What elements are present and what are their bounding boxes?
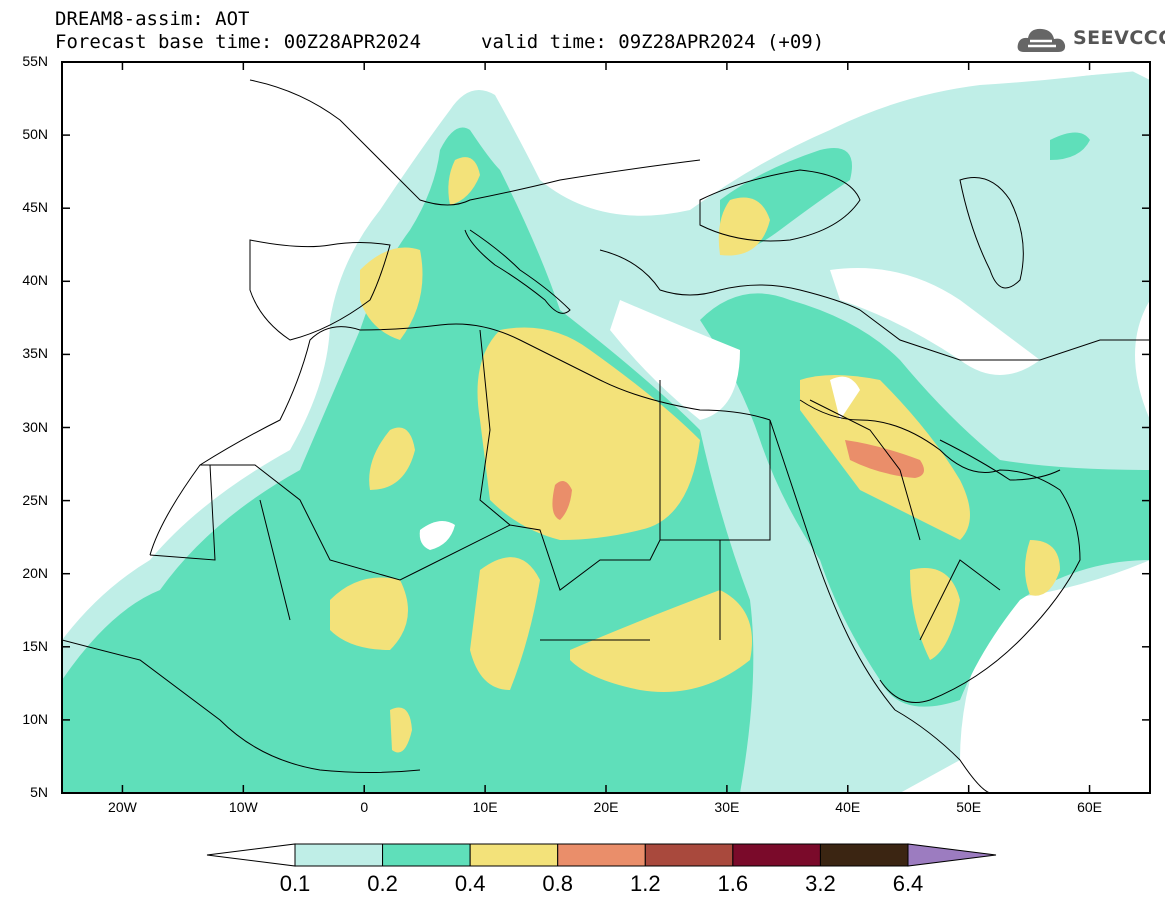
colorbar-label: 3.2 — [805, 871, 836, 896]
coastline-arabia — [799, 399, 1081, 703]
border-lines — [540, 380, 721, 641]
aot-clear-area — [419, 521, 455, 550]
colorbar-label: 1.6 — [717, 871, 749, 896]
chart-title: DREAM8-assim: AOT — [55, 8, 250, 30]
longitude-label: 10E — [472, 799, 498, 815]
forecast-base-time: Forecast base time: 00Z28APR2024 — [55, 31, 422, 53]
latitude-label: 30N — [22, 418, 48, 435]
colorbar-label: 1.2 — [629, 871, 661, 896]
colorbar-box — [557, 843, 646, 867]
latitude-label: 15N — [22, 637, 48, 654]
logo-text: SEEVCCC — [1073, 27, 1165, 49]
border-lines — [809, 399, 1001, 641]
colorbar-box — [294, 843, 384, 867]
aot-band-0.8 — [845, 440, 924, 478]
aot-band-0.4 — [910, 568, 960, 660]
coastline-west-africa-south — [62, 639, 421, 773]
aot-band-0.4 — [369, 427, 415, 490]
longitude-label: 20W — [108, 799, 137, 815]
colorbar-under-triangle — [206, 843, 296, 867]
longitude-label: 60E — [1077, 799, 1102, 815]
colorbar-box — [644, 843, 734, 867]
colorbar-label: 0.4 — [454, 871, 486, 896]
aot-band-0.4 — [360, 247, 423, 340]
valid-time: valid time: 09Z28APR2024 (+09) — [481, 31, 825, 53]
coastline-persian-gulf — [939, 439, 1061, 481]
colorbar-box — [732, 843, 821, 867]
coastline-greece-turkey — [599, 249, 861, 311]
coastline-italy — [464, 229, 571, 314]
aot-band-0.8 — [552, 481, 572, 520]
colorbar-label: 0.1 — [279, 871, 311, 896]
border-lines — [200, 420, 771, 591]
aot-band-0.4 — [390, 707, 412, 753]
aot-clear-area — [610, 300, 740, 420]
colorbar-over-triangle — [907, 843, 997, 867]
axis-ticks — [62, 61, 1150, 794]
aot-band-0.4 — [477, 327, 700, 540]
coastline-red-sea — [769, 419, 896, 711]
coastline-europe-north — [249, 79, 701, 206]
aot-band-0.4 — [570, 590, 752, 692]
latitude-label: 40N — [22, 272, 48, 289]
latitude-label: 10N — [22, 710, 48, 727]
aot-clear-area — [830, 376, 860, 420]
aot-fields — [62, 62, 1150, 793]
colorbar-box — [469, 843, 559, 867]
latitude-label: 20N — [22, 564, 48, 581]
longitude-label: 20E — [593, 799, 619, 815]
longitude-label: 0 — [360, 799, 369, 815]
border-lines — [859, 309, 1150, 361]
longitude-label: 10W — [228, 799, 258, 815]
longitude-label: 50E — [956, 799, 982, 815]
colorbar-box — [819, 843, 909, 867]
colorbar-label: 0.8 — [542, 871, 573, 896]
aot-clear-area — [62, 62, 460, 530]
border-lines — [479, 329, 511, 526]
latitude-label: 25N — [22, 491, 48, 508]
latitude-label: 35N — [22, 345, 48, 362]
aot-band-0.4 — [448, 157, 480, 205]
aot-band-0.4 — [470, 557, 540, 690]
aot-band-0.4 — [718, 197, 770, 256]
coastline-iberia — [249, 239, 391, 341]
colorbar-box — [382, 843, 471, 867]
coastlines — [62, 79, 1150, 793]
aot-clear-area — [830, 268, 1040, 375]
longitude-label: 30E — [714, 799, 740, 815]
longitude-label: 40E — [835, 799, 861, 815]
coastline-caspian — [959, 177, 1024, 289]
coastline-africa-west — [149, 323, 771, 556]
coastline-black-sea — [699, 169, 861, 242]
aot-band-0.2 — [1050, 132, 1090, 160]
latitude-label: 5N — [30, 784, 48, 800]
coastline-horn-africa — [894, 709, 991, 793]
aot-clear-area — [500, 62, 1150, 211]
latitude-label: 50N — [22, 126, 48, 143]
border-lines — [149, 464, 291, 621]
aot-band-0.4 — [330, 577, 408, 650]
cloud-icon — [1017, 28, 1066, 52]
latitude-label: 45N — [22, 199, 48, 216]
aot-band-0.4 — [1025, 540, 1060, 596]
latitude-label: 55N — [22, 53, 48, 69]
colorbar-label: 6.4 — [892, 871, 924, 896]
colorbar-label: 0.2 — [367, 871, 398, 896]
